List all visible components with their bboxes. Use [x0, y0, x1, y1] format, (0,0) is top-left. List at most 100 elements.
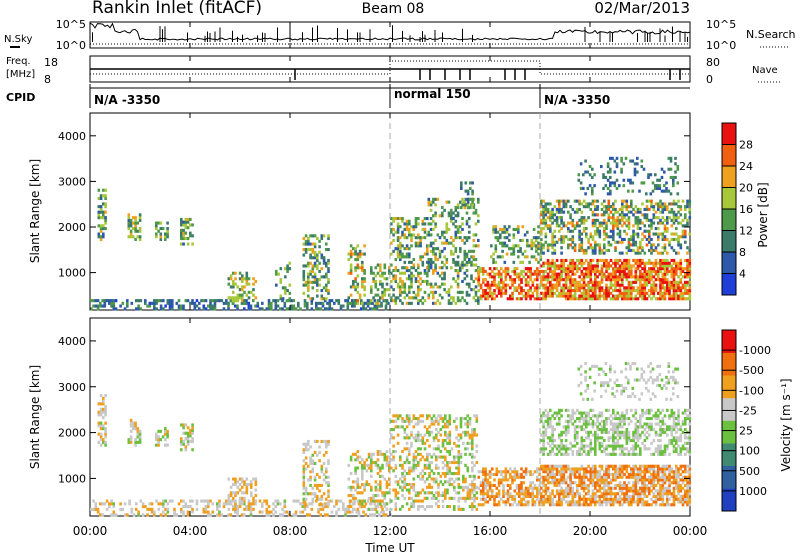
data-cell [443, 274, 446, 278]
data-cell [412, 477, 416, 481]
data-cell [419, 505, 422, 509]
data-cell [549, 497, 552, 501]
data-cell [403, 485, 407, 489]
data-cell [453, 461, 456, 465]
data-cell [606, 165, 610, 169]
data-cell [607, 243, 611, 247]
data-cell [562, 467, 566, 471]
data-cell [261, 502, 264, 506]
data-cell [493, 291, 496, 295]
data-cell [396, 285, 400, 289]
data-cell [392, 293, 395, 297]
data-cell [453, 485, 456, 489]
data-cell [376, 494, 380, 498]
data-cell [602, 175, 605, 179]
data-cell [232, 285, 235, 289]
data-cell [390, 507, 393, 511]
data-cell [645, 229, 649, 233]
data-cell [569, 237, 572, 241]
data-cell [536, 470, 539, 474]
data-cell [569, 258, 572, 262]
data-cell [285, 510, 289, 514]
data-cell [396, 247, 400, 251]
data-cell [435, 447, 438, 451]
data-cell [588, 173, 592, 177]
data-cell [189, 223, 192, 227]
data-cell [159, 227, 163, 231]
data-cell [594, 272, 597, 276]
data-cell [236, 299, 240, 303]
beam-title: Beam 08 [362, 1, 425, 17]
data-cell [452, 238, 455, 242]
data-cell [361, 301, 364, 305]
data-cell [666, 258, 669, 262]
data-cell [479, 297, 483, 301]
data-cell [358, 491, 362, 495]
data-cell [250, 485, 253, 489]
data-cell [376, 299, 380, 303]
data-cell [459, 496, 463, 500]
data-cell [576, 224, 579, 228]
data-cell [229, 296, 233, 300]
data-cell [376, 452, 380, 456]
data-cell [465, 282, 469, 286]
data-cell [392, 469, 395, 473]
data-cell [684, 216, 687, 220]
data-cell [614, 246, 617, 250]
data-cell [209, 299, 212, 303]
data-cell [652, 286, 656, 290]
data-cell [419, 419, 422, 423]
data-cell [267, 510, 271, 514]
data-cell [435, 480, 438, 484]
data-cell [396, 269, 400, 273]
data-cell [412, 436, 416, 440]
data-cell [429, 282, 433, 286]
data-cell [250, 502, 253, 506]
data-cell [679, 272, 683, 276]
data-cell [426, 477, 429, 481]
data-cell [560, 264, 563, 268]
data-cell [523, 233, 527, 237]
data-cell [641, 278, 644, 282]
data-cell [544, 478, 548, 482]
data-cell [591, 294, 595, 298]
data-cell [524, 267, 528, 271]
data-cell [627, 258, 631, 262]
data-cell [421, 439, 425, 443]
data-cell [544, 224, 548, 228]
data-cell [249, 510, 253, 514]
data-cell [356, 266, 360, 270]
data-cell [540, 248, 543, 252]
data-cell [428, 444, 431, 448]
data-cell [549, 291, 552, 295]
data-cell [445, 222, 449, 226]
data-cell [126, 304, 129, 308]
data-cell [270, 304, 273, 308]
data-cell [515, 289, 519, 293]
data-cell [267, 304, 271, 308]
data-cell [309, 280, 312, 284]
data-cell [540, 237, 543, 241]
data-cell [441, 296, 444, 300]
data-cell [544, 467, 548, 471]
data-cell [493, 297, 496, 301]
data-cell [531, 497, 535, 501]
data-cell [247, 499, 251, 503]
data-cell [504, 472, 508, 476]
data-cell [596, 264, 599, 268]
data-cell [624, 156, 628, 160]
data-cell [654, 248, 658, 252]
data-cell [457, 477, 461, 481]
data-cell [423, 279, 427, 283]
data-cell [97, 235, 101, 239]
data-cell [616, 269, 620, 273]
data-cell [672, 291, 676, 295]
data-cell [157, 299, 161, 303]
data-cell [370, 488, 373, 492]
data-cell [417, 299, 420, 303]
data-cell [573, 280, 577, 284]
data-cell [408, 301, 411, 305]
data-cell [410, 469, 413, 473]
data-cell [688, 267, 692, 271]
data-cell [443, 236, 446, 240]
